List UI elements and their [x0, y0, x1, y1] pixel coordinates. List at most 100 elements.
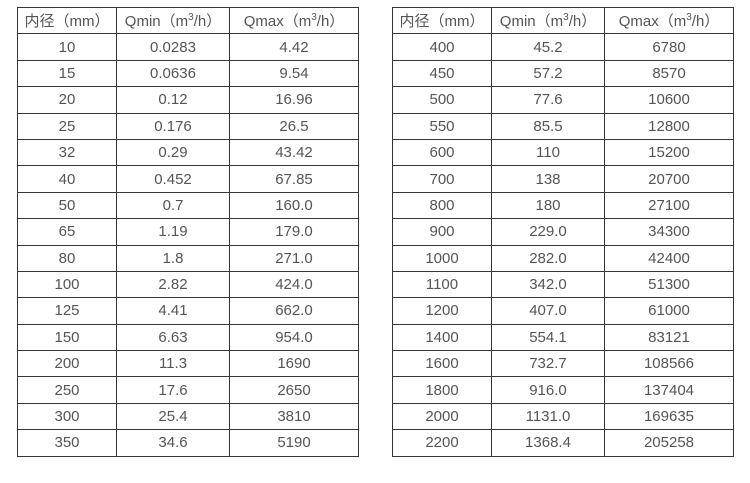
- table-row: 20 0.12 16.96: [17, 86, 359, 114]
- header-qmin-prefix: Qmin（m: [124, 13, 189, 31]
- table-cell: 0.0283: [116, 33, 230, 61]
- table-cell: 424.0: [229, 270, 359, 299]
- header-qmin: Qmin（m3/h）: [116, 6, 230, 35]
- table-cell: 5190: [229, 429, 359, 457]
- table-row: 1200 407.0 61000: [392, 297, 734, 325]
- table-cell: 6.63: [116, 323, 230, 352]
- table-row: 2000 1131.0 169635: [392, 402, 734, 431]
- table-cell: 20700: [604, 165, 734, 193]
- table-cell: 17.6: [116, 376, 230, 404]
- table-row: 600 110 15200: [392, 138, 734, 167]
- table-cell: 32: [17, 138, 117, 167]
- table-cell: 954.0: [229, 323, 359, 352]
- table-row: 550 85.5 12800: [392, 112, 734, 140]
- header-qmax: Qmax（m3/h）: [229, 6, 359, 35]
- table-cell: 662.0: [229, 297, 359, 325]
- table-cell: 8570: [604, 59, 734, 88]
- table-cell: 25: [17, 112, 117, 140]
- table-cell: 57.2: [491, 59, 605, 88]
- table-cell: 700: [392, 165, 492, 193]
- table-cell: 42400: [604, 244, 734, 272]
- table-cell: 45.2: [491, 33, 605, 61]
- table-cell: 0.0636: [116, 59, 230, 88]
- table-cell: 0.176: [116, 112, 230, 140]
- table-cell: 800: [392, 191, 492, 220]
- header-qmin-suffix: /h）: [568, 13, 597, 31]
- table-row: 450 57.2 8570: [392, 59, 734, 88]
- table-cell: 282.0: [491, 244, 605, 272]
- table-cell: 0.29: [116, 138, 230, 167]
- table-cell: 10: [17, 33, 117, 61]
- table-cell: 43.42: [229, 138, 359, 167]
- table-cell: 229.0: [491, 218, 605, 246]
- header-qmax-suffix: /h）: [316, 13, 345, 31]
- header-diameter: 内径（mm）: [17, 6, 117, 35]
- table-cell: 150: [17, 323, 117, 352]
- header-qmax: Qmax（m3/h）: [604, 6, 734, 35]
- table-cell: 65: [17, 218, 117, 246]
- header-qmax-superscript: 3: [686, 12, 692, 24]
- table-cell: 1.8: [116, 244, 230, 272]
- header-qmax-superscript: 3: [311, 12, 317, 24]
- table-cell: 15: [17, 59, 117, 88]
- table-cell: 1800: [392, 376, 492, 404]
- table-cell: 1690: [229, 350, 359, 378]
- table-cell: 15200: [604, 138, 734, 167]
- table-row: 800 180 27100: [392, 191, 734, 220]
- table-cell: 3810: [229, 402, 359, 431]
- header-qmax-suffix: /h）: [691, 13, 720, 31]
- table-row: 125 4.41 662.0: [17, 297, 359, 325]
- table-cell: 1200: [392, 297, 492, 325]
- table-row: 10 0.0283 4.42: [17, 33, 359, 61]
- header-qmin: Qmin（m3/h）: [491, 6, 605, 35]
- table-row: 350 34.6 5190: [17, 429, 359, 457]
- table-cell: 4.42: [229, 33, 359, 61]
- table-cell: 1.19: [116, 218, 230, 246]
- table-cell: 40: [17, 165, 117, 193]
- table-cell: 500: [392, 86, 492, 114]
- table-cell: 1600: [392, 350, 492, 378]
- table-header-row: 内径（mm） Qmin（m3/h） Qmax（m3/h）: [17, 6, 359, 35]
- table-cell: 16.96: [229, 86, 359, 114]
- table-cell: 108566: [604, 350, 734, 378]
- table-row: 32 0.29 43.42: [17, 138, 359, 167]
- table-cell: 80: [17, 244, 117, 272]
- table-cell: 300: [17, 402, 117, 431]
- table-row: 1800 916.0 137404: [392, 376, 734, 404]
- table-cell: 179.0: [229, 218, 359, 246]
- table-cell: 732.7: [491, 350, 605, 378]
- header-qmin-superscript: 3: [563, 12, 569, 24]
- table-cell: 10600: [604, 86, 734, 114]
- table-cell: 900: [392, 218, 492, 246]
- table-cell: 83121: [604, 323, 734, 352]
- table-cell: 0.7: [116, 191, 230, 220]
- header-qmax-prefix: Qmax（m: [618, 13, 687, 31]
- table-cell: 250: [17, 376, 117, 404]
- table-cell: 85.5: [491, 112, 605, 140]
- table-cell: 27100: [604, 191, 734, 220]
- table-cell: 2000: [392, 402, 492, 431]
- table-row: 50 0.7 160.0: [17, 191, 359, 220]
- table-cell: 1100: [392, 270, 492, 299]
- table-row: 500 77.6 10600: [392, 86, 734, 114]
- table-row: 400 45.2 6780: [392, 33, 734, 61]
- table-row: 2200 1368.4 205258: [392, 429, 734, 457]
- table-header-row: 内径（mm） Qmin（m3/h） Qmax（m3/h）: [392, 6, 734, 35]
- header-qmax-prefix: Qmax（m: [243, 13, 312, 31]
- table-cell: 4.41: [116, 297, 230, 325]
- table-cell: 125: [17, 297, 117, 325]
- table-cell: 61000: [604, 297, 734, 325]
- table-cell: 400: [392, 33, 492, 61]
- table-row: 1000 282.0 42400: [392, 244, 734, 272]
- table-row: 65 1.19 179.0: [17, 218, 359, 246]
- table-row: 900 229.0 34300: [392, 218, 734, 246]
- table-cell: 51300: [604, 270, 734, 299]
- table-cell: 271.0: [229, 244, 359, 272]
- flow-table-small-diameters: 内径（mm） Qmin（m3/h） Qmax（m3/h） 10 0.0283 4.4…: [17, 6, 359, 457]
- table-cell: 450: [392, 59, 492, 88]
- table-cell: 180: [491, 191, 605, 220]
- table-row: 15 0.0636 9.54: [17, 59, 359, 88]
- table-cell: 342.0: [491, 270, 605, 299]
- table-cell: 200: [17, 350, 117, 378]
